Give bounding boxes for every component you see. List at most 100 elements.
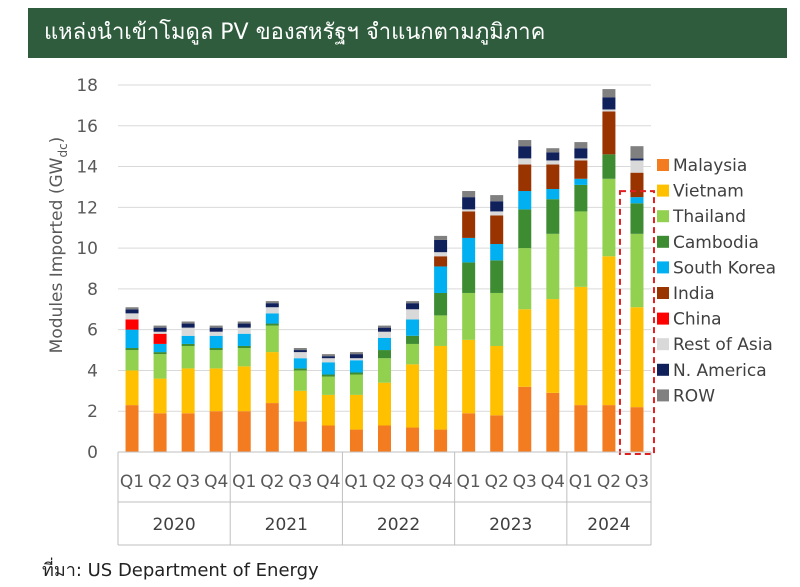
bar-segment [181,335,195,344]
bar-segment [293,348,307,351]
legend: Malaysia Vietnam Thailand Cambodia South Kor… [657,156,776,406]
year-label: 2021 [265,515,308,535]
bar-segment [265,352,279,404]
bar-segment [462,191,476,198]
bar-segment [434,266,448,293]
bar-segment [349,374,363,395]
bar-segment [378,350,391,359]
x-tick-label: Q1 [120,472,144,492]
bar-segment [630,172,644,198]
year-label: 2024 [587,515,630,535]
bar-segment [321,376,335,395]
bar-segment [125,348,139,351]
x-tick-label: Q2 [485,472,509,492]
bar-segment [490,201,504,212]
bar-segment [209,368,223,412]
bar-segment [181,323,195,328]
bar-segment [630,160,644,173]
bar-segment [406,343,420,365]
bar-segment [462,211,476,238]
bar-segment [237,348,251,367]
bar-segment [378,327,391,332]
bar-segment [237,411,251,452]
y-tick-label: 6 [87,321,98,341]
bar-segment [153,343,167,353]
bar-segment [209,350,223,369]
bar-segment [321,356,335,359]
bar-segment [490,215,504,245]
bar-segment [574,211,588,287]
bar-segment [462,197,476,210]
y-tick-label: 14 [76,158,98,178]
legend-label: China [673,310,722,330]
bar-segment [518,164,532,192]
bar-segment [546,188,560,200]
y-tick-label: 4 [87,361,98,381]
x-tick-label: Q2 [260,472,284,492]
bar-segment [406,303,420,310]
bar-segment [265,313,279,324]
x-tick-label: Q4 [429,472,453,492]
bar-segment [349,429,363,452]
bar-segment [574,148,588,159]
bar-segment [125,307,139,310]
bar-segment [406,427,420,452]
bar-segment [265,323,279,326]
chart-title: แหล่งนำเข้าโมดูล PV ของสหรัฐฯ จำแนกตามภู… [44,20,546,45]
legend-swatch [657,287,669,299]
legend-label: Cambodia [673,233,759,253]
bar-segment [209,327,223,332]
legend-swatch [657,363,669,376]
bar-segment [602,256,616,406]
bar-segment [490,345,504,416]
year-label: 2020 [152,515,195,535]
bar-segment [293,390,307,422]
x-tick-label: Q4 [316,472,340,492]
bar-segment [181,343,195,346]
bar-segment [462,292,476,340]
bar-segment [153,333,167,344]
bar-segment [378,325,391,328]
bar-segment [293,370,307,391]
bar-segment [321,374,335,377]
x-tick-label: Q1 [457,472,481,492]
bar-segment [434,235,448,240]
legend-label: N. America [673,361,767,381]
bar-segment [125,309,139,314]
bar-segment [490,211,504,216]
bar-segment [630,197,644,204]
bar-segment [237,321,251,324]
bar-segment [153,325,167,328]
bar-segment [181,327,195,336]
bar-segment [434,315,448,346]
bar-segment [490,195,504,202]
bar-segment [602,405,616,452]
legend-label: Thailand [672,207,746,227]
legend-label: Vietnam [673,182,744,202]
y-tick-label: 2 [87,402,98,422]
bar-segment [462,209,476,212]
bar-segment [349,372,363,375]
bar-segment [574,405,588,452]
bar-segment [125,329,139,349]
bar-segment [237,327,251,334]
y-tick-label: 16 [76,117,98,137]
bar-segment [574,178,588,185]
bar-segment [378,425,391,452]
bar-segment [265,301,279,304]
bar-segment [630,407,644,452]
legend-label: ROW [673,386,715,406]
source-note: ที่มา: US Department of Energy [42,560,319,581]
year-label: 2023 [489,515,532,535]
bar-segment [378,382,391,426]
bar-segment [181,413,195,452]
title-bar: แหล่งนำเข้าโมดูล PV ของสหรัฐฯ จำแนกตามภู… [28,8,787,58]
bar-segment [153,354,167,379]
bar-segment [349,360,363,373]
bar-segment [125,405,139,452]
bar-segment [602,89,616,98]
bar-segment [602,154,616,179]
bar-segment [237,333,251,346]
legend-swatch [657,184,669,197]
